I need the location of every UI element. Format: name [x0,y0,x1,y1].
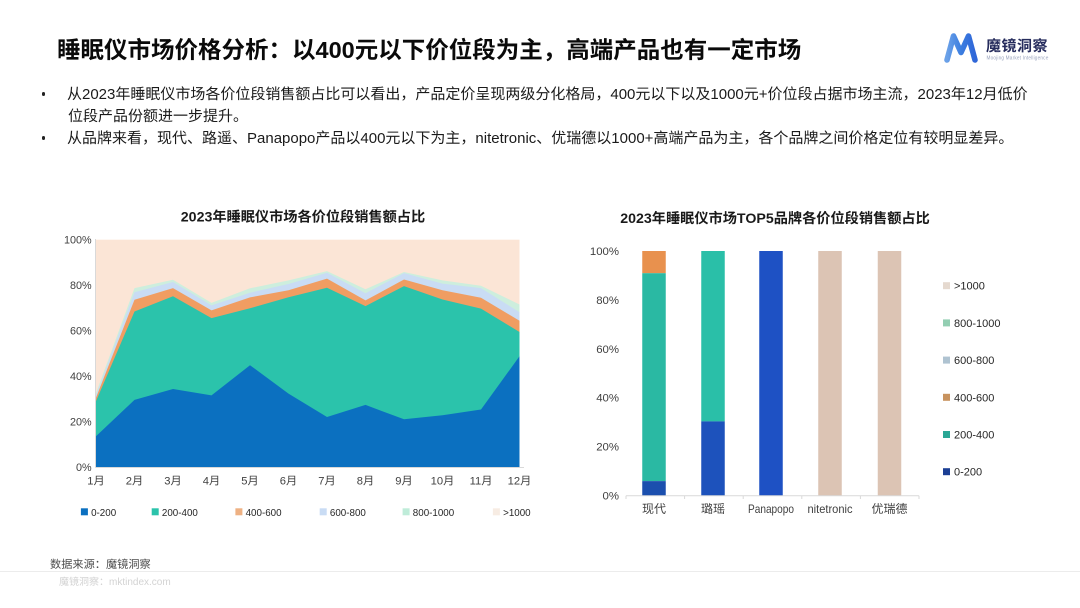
svg-text:60%: 60% [596,344,619,356]
svg-text:Panapopo: Panapopo [748,502,794,516]
svg-text:0%: 0% [76,462,92,474]
svg-text:>1000: >1000 [954,281,985,293]
svg-text:80%: 80% [70,280,92,292]
svg-text:12月: 12月 [508,476,532,488]
svg-text:40%: 40% [70,371,92,383]
svg-text:800-1000: 800-1000 [413,508,455,519]
svg-text:0-200: 0-200 [91,508,117,519]
svg-text:5月: 5月 [241,476,258,488]
svg-text:200-400: 200-400 [954,430,994,442]
svg-text:2023年睡眠仪市场TOP5品牌各价位段销售额占比: 2023年睡眠仪市场TOP5品牌各价位段销售额占比 [620,210,930,227]
svg-text:10月: 10月 [431,476,455,488]
svg-text:7月: 7月 [318,476,335,488]
svg-text:4月: 4月 [203,476,220,488]
svg-text:8月: 8月 [357,476,374,488]
svg-text:魔镜洞察: 魔镜洞察 [986,38,1048,55]
svg-text:3月: 3月 [164,476,181,488]
svg-text:100%: 100% [64,235,92,247]
svg-text:400-600: 400-600 [246,508,283,519]
svg-text:200-400: 200-400 [162,508,199,519]
svg-text:80%: 80% [596,295,619,307]
svg-text:0%: 0% [603,491,619,503]
svg-text:800-1000: 800-1000 [954,318,1001,330]
svg-text:>1000: >1000 [503,508,531,519]
svg-text:400-600: 400-600 [954,392,994,404]
svg-text:11月: 11月 [470,476,493,488]
svg-text:2月: 2月 [126,476,143,488]
svg-text:璐瑶: 璐瑶 [701,502,725,516]
svg-text:600-800: 600-800 [330,508,367,519]
svg-text:6月: 6月 [280,476,297,488]
svg-text:100%: 100% [590,246,619,258]
svg-text:20%: 20% [70,416,92,428]
svg-text:40%: 40% [596,393,619,405]
svg-text:nitetronic: nitetronic [808,502,853,516]
svg-text:9月: 9月 [395,476,412,488]
svg-text:2023年睡眠仪市场各价位段销售额占比: 2023年睡眠仪市场各价位段销售额占比 [181,209,425,226]
svg-text:1月: 1月 [87,476,104,488]
svg-text:60%: 60% [70,325,92,337]
svg-text:20%: 20% [596,442,619,454]
svg-text:600-800: 600-800 [954,355,994,367]
svg-text:0-200: 0-200 [954,467,982,479]
svg-text:Moojing Market Intelligence: Moojing Market Intelligence [987,56,1049,62]
svg-text:现代: 现代 [642,502,666,516]
svg-text:优瑞德: 优瑞德 [871,502,907,516]
